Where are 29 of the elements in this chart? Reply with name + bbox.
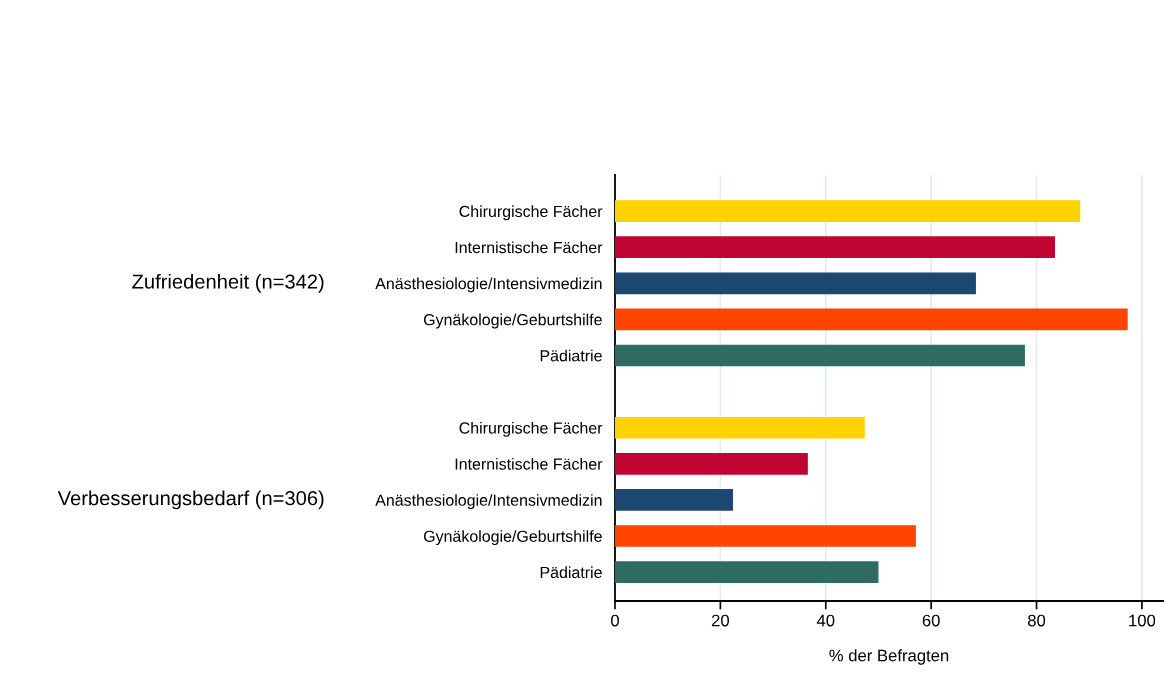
x-tick-label: 60: [922, 614, 940, 627]
x-tick-label: 40: [816, 614, 835, 627]
bar: [615, 489, 734, 511]
y-tick-label: Chirurgische Fächer: [459, 421, 603, 437]
x-tick-label: 0: [611, 614, 619, 627]
bar: [615, 200, 1081, 222]
bar: [615, 236, 1055, 259]
x-tick-label: 80: [1027, 614, 1046, 627]
y-tick-label: Gynäkologie/Geburtshilfe: [423, 313, 602, 329]
y-tick-label: Internistische Fächer: [455, 458, 603, 470]
x-axis-title: % der Befragten: [829, 649, 949, 665]
y-tick-label: Anästhesiologie/Intensivmedizin: [375, 277, 602, 293]
y-tick-label: Chirurgische Fächer: [459, 205, 603, 221]
y-tick-label: Pädiatrie: [540, 349, 602, 362]
bar: [615, 308, 1128, 331]
bar: [615, 452, 808, 475]
bar: [615, 344, 1025, 367]
y-tick-label: Pädiatrie: [540, 566, 602, 579]
bar: [615, 525, 916, 547]
x-tick-label: 20: [711, 614, 729, 627]
bar: [615, 561, 879, 583]
y-tick-label: Internistische Fächer: [455, 241, 603, 254]
text: Zufriedenheit (n=342): [132, 273, 324, 293]
x-tick-label: 100: [1129, 614, 1156, 627]
y-tick-label: Anästhesiologie/Intensivmedizin: [375, 494, 602, 510]
bar: [615, 416, 865, 439]
y-tick-label: Gynäkologie/Geburtshilfe: [423, 530, 602, 546]
text: Verbesserungsbedarf (n=306): [57, 490, 324, 510]
bar: [615, 272, 976, 295]
